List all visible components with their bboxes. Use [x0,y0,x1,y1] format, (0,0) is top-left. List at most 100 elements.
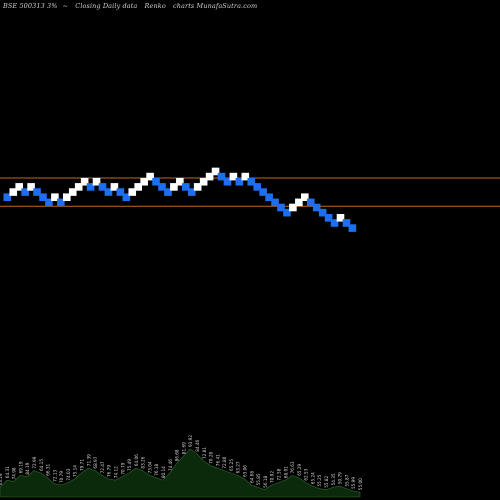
renko-brick [205,172,214,181]
volume-label: 72.58 [276,468,281,480]
volume-label: 65.29 [297,463,302,475]
renko-brick [146,172,154,181]
volume-label: 64.15 [39,459,44,471]
volume-label: 72.81 [202,447,207,459]
volume-label: 64.31 [5,466,10,478]
volume-label: 55.87 [344,474,349,486]
renko-brick [122,193,131,201]
renko-brick [98,183,107,191]
volume-label: 83.26 [141,456,146,468]
renko-brick [253,183,261,191]
renko-brick [170,183,178,191]
volume-label: 55.25 [317,474,322,486]
renko-brick [223,177,232,186]
volume-label: 65.24 [310,472,315,484]
volume-label: 71.39 [86,454,91,466]
renko-brick [247,177,256,186]
volume-label: 75.49 [127,459,132,471]
renko-brick [68,188,77,196]
volume-label: 73.04 [147,461,152,473]
renko-brick [92,177,101,186]
volume-label: 55.00 [358,478,363,490]
renko-brick [199,177,208,186]
volume-label: 68.97 [93,456,98,468]
volume-label: 74.46 [168,459,173,471]
volume-label: 55.82 [324,475,329,487]
volume-label: 76.79 [107,465,112,477]
volume-label: 74.03 [66,468,71,480]
volume-label: 62.53 [304,468,309,480]
renko-brick [241,172,250,181]
renko-brick [336,214,345,222]
renko-brick [57,198,65,207]
volume-label: 79.71 [80,459,85,471]
renko-brick [3,193,12,201]
volume-label: 64.06 [134,454,139,466]
renko-brick [86,183,95,191]
renko-brick [342,219,351,227]
chart-name-label: Renko [144,2,166,10]
volume-label: 63.29 [0,473,3,485]
renko-brick [140,177,148,186]
chart-header: BSE 500313 3% ~ Closing Daily data Renko … [3,2,497,14]
volume-label: 72.99 [32,456,37,468]
renko-brick [134,183,142,191]
symbol-label: BSE 500313 3% [3,2,58,10]
renko-brick [318,208,327,217]
volume-label: 80.14 [161,466,166,478]
volume-label: 55.99 [351,477,356,489]
volume-label: 70.79 [59,471,64,483]
renko-brick [271,198,279,207]
renko-brick [211,167,220,176]
volume-label: 68.91 [283,466,288,478]
renko-brick [193,183,202,191]
volume-label: 70.79 [120,462,125,474]
renko-brick [152,177,160,186]
volume-label: 54.35 [331,473,336,485]
renko-brick [277,203,285,212]
volume-label: 81.69 [181,442,186,454]
description-label: Closing Daily data [75,2,138,10]
renko-brick [80,177,89,186]
renko-brick [27,183,35,191]
renko-brick [110,183,119,191]
renko-brick [39,193,47,201]
renko-brick [15,183,23,191]
volume-label: 74.12 [113,466,118,478]
volume-label: 65.25 [229,459,234,471]
symbol-suffix: ~ [62,2,69,10]
volume-label: 84.19 [25,462,30,474]
renko-brick [312,203,321,212]
renko-bricks [3,167,357,232]
renko-brick [289,203,297,212]
renko-brick [330,219,339,227]
volume-label: 76.18 [154,463,159,475]
volume-label: 75.14 [73,465,78,477]
renko-brick [182,183,190,191]
volume-label: 72.47 [100,461,105,473]
volume-label: 72.80 [222,456,227,468]
volume-label: 76.63 [290,461,295,473]
renko-brick [306,198,315,207]
renko-brick [128,188,137,196]
renko-brick [324,214,333,222]
renko-brick [45,198,53,207]
renko-brick [187,188,196,196]
renko-brick [283,208,291,217]
renko-brick [116,188,125,196]
volume-label: 63.27 [236,461,241,473]
renko-brick [295,198,303,207]
volume-label: 86.68 [175,449,180,461]
volume-label: 72.13 [52,469,57,481]
volume-label: 74.98 [12,467,17,479]
renko-brick [217,172,226,181]
renko-brick [51,193,59,201]
renko-brick [259,188,267,196]
renko-brick [104,188,113,196]
renko-brick [235,177,244,186]
volume-label: 69.19 [18,461,23,473]
renko-brick [301,193,309,201]
renko-brick [9,188,18,196]
volume-label: 55.85 [256,473,261,485]
